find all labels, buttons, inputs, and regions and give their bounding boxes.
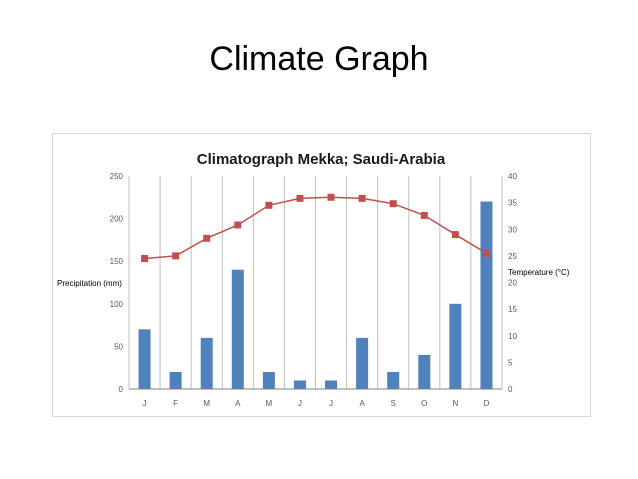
temperature-point (203, 234, 211, 242)
y-right-tick-label: 0 (508, 385, 513, 394)
y-right-tick-label: 35 (508, 199, 517, 208)
y-right-tick-label: 10 (508, 332, 517, 341)
precipitation-bar (387, 371, 400, 389)
y-right-axis-label: Temperature (°C) (508, 268, 570, 277)
y-right-tick-label: 5 (508, 358, 513, 367)
y-left-tick-label: 0 (119, 385, 124, 394)
x-tick-label: D (484, 399, 490, 408)
temperature-point (296, 194, 304, 202)
temperature-point (327, 193, 335, 201)
precipitation-bar (480, 201, 493, 389)
y-left-tick-label: 100 (110, 300, 124, 309)
precipitation-bar (356, 337, 369, 389)
x-tick-label: J (329, 399, 333, 408)
temperature-point (234, 221, 242, 229)
gridlines (128, 176, 503, 389)
precipitation-bar (169, 371, 182, 389)
precipitation-bar (231, 269, 244, 389)
temperature-point (358, 194, 366, 202)
x-tick-label: S (391, 399, 396, 408)
temperature-line (141, 193, 490, 263)
y-right-tick-label: 25 (508, 252, 517, 261)
climatograph-chart: Climatograph Mekka; Saudi-Arabia 0501001… (57, 151, 570, 408)
precipitation-bar (325, 380, 338, 389)
temperature-point (141, 255, 149, 263)
y-left-tick-label: 50 (114, 342, 123, 351)
slide-title: Climate Graph (209, 40, 429, 78)
x-tick-label: N (452, 399, 458, 408)
precipitation-bar (262, 371, 275, 389)
temperature-point (420, 211, 428, 219)
axes: 0 50 100 150 200 250 0 5 10 15 20 25 30 35 40 J F M A M J J A S… (110, 172, 518, 408)
x-tick-label: F (173, 399, 178, 408)
y-right-tick-label: 30 (508, 225, 517, 234)
y-left-axis-label: Precipitation (mm) (57, 279, 122, 288)
y-right-tick-label: 40 (508, 172, 517, 181)
temperature-point (451, 231, 459, 239)
x-tick-label: A (235, 399, 241, 408)
temperature-point (172, 252, 180, 260)
temperature-line-path (144, 196, 487, 260)
y-left-tick-label: 250 (110, 172, 124, 181)
x-tick-label: J (143, 399, 147, 408)
precipitation-bar (200, 337, 213, 389)
precipitation-bar (418, 354, 431, 389)
precipitation-bar (449, 303, 462, 389)
precipitation-bar (293, 380, 306, 389)
chart-title: Climatograph Mekka; Saudi-Arabia (197, 151, 446, 168)
x-tick-label: O (421, 399, 427, 408)
precipitation-bars (138, 201, 493, 389)
y-right-tick-label: 20 (508, 279, 517, 288)
x-tick-label: A (359, 399, 365, 408)
y-left-tick-label: 200 (110, 215, 124, 224)
temperature-point (482, 249, 490, 257)
y-left-tick-label: 150 (110, 257, 124, 266)
temperature-point (265, 201, 273, 209)
y-right-tick-label: 15 (508, 305, 517, 314)
x-tick-label: M (266, 399, 273, 408)
temperature-point (389, 200, 397, 208)
precipitation-bar (138, 329, 151, 389)
chart-area: Climatograph Mekka; Saudi-Arabia 0 50 100 1… (52, 133, 591, 417)
x-tick-label: M (203, 399, 210, 408)
x-tick-label: J (298, 399, 302, 408)
